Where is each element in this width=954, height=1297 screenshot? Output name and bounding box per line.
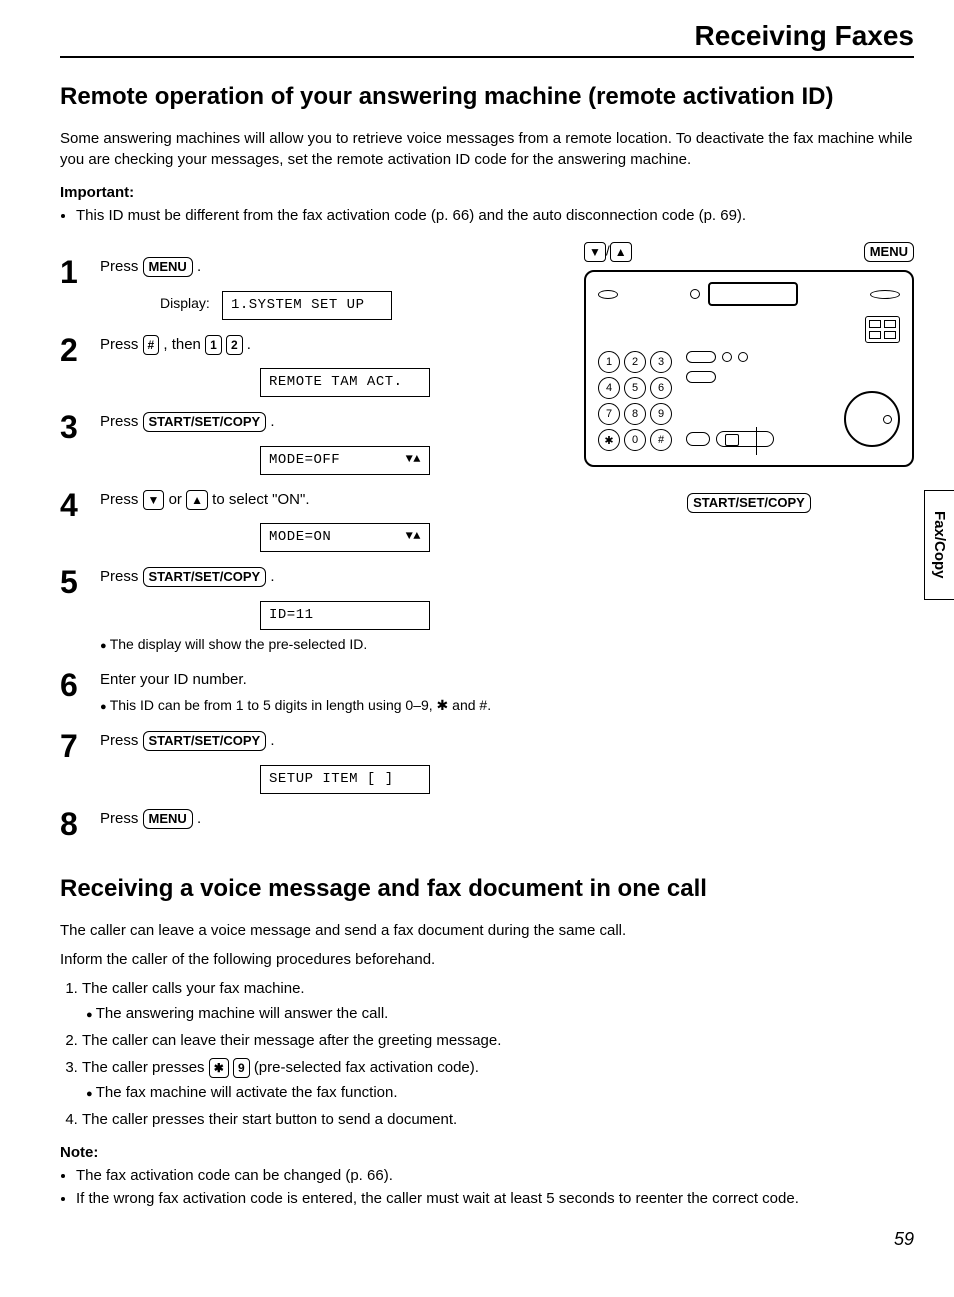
step-number-6: 6 (60, 669, 100, 701)
step-number-8: 8 (60, 808, 100, 840)
device-keypad: 1 2 3 4 5 6 7 8 9 ✱ 0 # (598, 351, 672, 451)
two-key: 2 (226, 335, 243, 355)
section2-title: Receiving a voice message and fax docume… (60, 874, 914, 904)
step5-text-a: Press (100, 568, 143, 585)
section2-p1: The caller can leave a voice message and… (60, 920, 914, 941)
step-number-3: 3 (60, 411, 100, 443)
down-key: ▼ (143, 490, 165, 510)
lcd-step1: 1.SYSTEM SET UP (222, 291, 392, 320)
step-number-5: 5 (60, 566, 100, 598)
kp-7: 7 (598, 403, 620, 425)
nine-key: 9 (233, 1058, 250, 1078)
step7-text-a: Press (100, 732, 143, 749)
note-bullet-2: If the wrong fax activation code is ente… (76, 1188, 914, 1209)
start-key-2: START/SET/COPY (143, 567, 267, 587)
step3-text-a: Press (100, 413, 143, 430)
step4-text-a: Press (100, 491, 143, 508)
section2-li3: The caller presses ✱ 9 (pre-selected fax… (82, 1057, 914, 1103)
kp-3: 3 (650, 351, 672, 373)
star-key: ✱ (209, 1058, 229, 1078)
device-oval-1 (686, 432, 710, 446)
step1-text-a: Press (100, 258, 143, 275)
lcd-step4: MODE=ON▼▲ (260, 523, 430, 552)
section1-title: Remote operation of your answering machi… (60, 82, 914, 112)
kp-4: 4 (598, 377, 620, 399)
step2-text-b: , then (163, 336, 205, 353)
lcd-step5: ID=11 (260, 601, 430, 630)
step8-text-a: Press (100, 810, 143, 827)
step4-text-c: to select "ON". (212, 491, 309, 508)
note-label: Note: (60, 1144, 914, 1161)
device-speaker-icon (870, 290, 900, 299)
step-number-7: 7 (60, 730, 100, 762)
device-lcd-icon (708, 282, 798, 306)
callout-line-icon (756, 427, 757, 455)
step8-text-b: . (197, 810, 201, 827)
display-label: Display: (160, 293, 210, 314)
menu-key: MENU (143, 257, 193, 277)
section2-li1-sub: The answering machine will answer the ca… (86, 1003, 914, 1024)
step2-text-a: Press (100, 336, 143, 353)
lcd-step3: MODE=OFF▼▲ (260, 446, 430, 475)
fax-device-illustration: 1 2 3 4 5 6 7 8 9 ✱ 0 # (584, 270, 914, 467)
kp-8: 8 (624, 403, 646, 425)
section2-li2: The caller can leave their message after… (82, 1030, 914, 1051)
menu-key-2: MENU (143, 809, 193, 829)
device-cassette-icon (865, 316, 900, 343)
device-dot-2 (738, 352, 748, 362)
step5-text-b: . (270, 568, 274, 585)
kp-0: 0 (624, 429, 646, 451)
important-label: Important: (60, 184, 914, 201)
step6-text: Enter your ID number. (100, 671, 247, 688)
step2-text-c: . (247, 336, 251, 353)
start-key-3: START/SET/COPY (143, 731, 267, 751)
kp-5: 5 (624, 377, 646, 399)
lcd-step2: REMOTE TAM ACT. (260, 368, 430, 397)
device-top-arrows: ▼/▲ (584, 242, 632, 262)
device-dot-1 (722, 352, 732, 362)
side-tab: Fax/Copy (924, 490, 954, 600)
section2-li3-sub: The fax machine will activate the fax fu… (86, 1082, 914, 1103)
device-handset-icon (598, 290, 618, 299)
section2-p2: Inform the caller of the following proce… (60, 949, 914, 970)
step7-text-b: . (270, 732, 274, 749)
kp-9: 9 (650, 403, 672, 425)
section2-li1: The caller calls your fax machine. The a… (82, 978, 914, 1024)
kp-hash: # (650, 429, 672, 451)
step3-text-b: . (270, 413, 274, 430)
menu-key-callout: MENU (864, 242, 914, 262)
kp-2: 2 (624, 351, 646, 373)
up-key-icon: ▲ (610, 242, 632, 262)
device-start-button-icon (716, 431, 774, 447)
step-number-2: 2 (60, 334, 100, 366)
step-number-1: 1 (60, 256, 100, 288)
step1-text-b: . (197, 258, 201, 275)
down-key-icon: ▼ (584, 242, 606, 262)
important-bullet: This ID must be different from the fax a… (76, 205, 914, 226)
up-key: ▲ (186, 490, 208, 510)
kp-1: 1 (598, 351, 620, 373)
start-key: START/SET/COPY (143, 412, 267, 432)
step4-text-b: or (169, 491, 187, 508)
device-pill-1 (686, 351, 716, 363)
step5-sub: The display will show the pre-selected I… (100, 634, 564, 655)
page-number: 59 (60, 1229, 914, 1250)
device-dial-icon (844, 391, 900, 447)
section2-li4: The caller presses their start button to… (82, 1109, 914, 1130)
device-led-icon (690, 289, 700, 299)
kp-star: ✱ (598, 429, 620, 451)
hash-key: # (143, 335, 160, 355)
start-key-callout: START/SET/COPY (687, 493, 811, 513)
device-pill-2 (686, 371, 716, 383)
kp-6: 6 (650, 377, 672, 399)
note-bullet-1: The fax activation code can be changed (… (76, 1165, 914, 1186)
step-number-4: 4 (60, 489, 100, 521)
section1-intro: Some answering machines will allow you t… (60, 128, 914, 170)
one-key: 1 (205, 335, 222, 355)
step6-sub: This ID can be from 1 to 5 digits in len… (100, 695, 564, 716)
page-header: Receiving Faxes (60, 20, 914, 58)
lcd-step7: SETUP ITEM [ ] (260, 765, 430, 794)
